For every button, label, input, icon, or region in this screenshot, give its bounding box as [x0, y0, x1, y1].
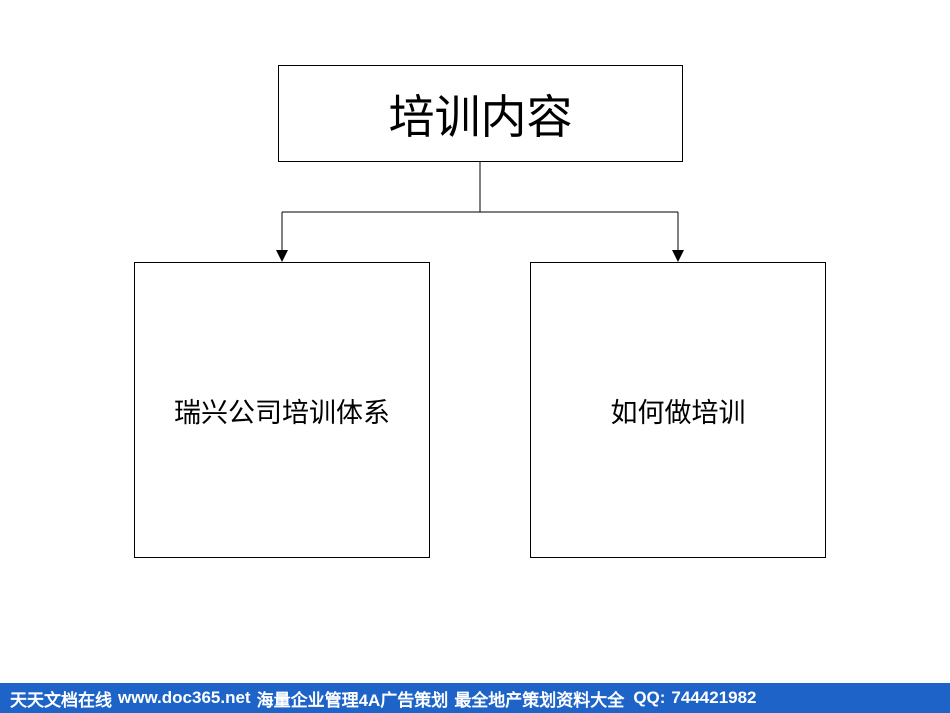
footer-desc2: 最全地产策划资料大全: [451, 686, 627, 711]
footer-url: www.doc365.net: [115, 688, 254, 708]
left-label: 瑞兴公司培训体系: [174, 391, 390, 430]
right-node: 如何做培训: [530, 262, 826, 558]
left-node: 瑞兴公司培训体系: [134, 262, 430, 558]
footer-qq-value: 744421982: [668, 688, 759, 708]
right-label: 如何做培训: [611, 391, 746, 430]
root-node: 培训内容: [278, 65, 683, 162]
root-label: 培训内容: [389, 81, 573, 147]
footer-bar: 天天文档在线 www.doc365.net 海量企业管理4A广告策划 最全地产策…: [0, 683, 950, 713]
footer-brand: 天天文档在线: [0, 686, 115, 711]
footer-qq-label: QQ:: [627, 688, 668, 708]
footer-desc1: 海量企业管理4A广告策划: [254, 686, 452, 711]
